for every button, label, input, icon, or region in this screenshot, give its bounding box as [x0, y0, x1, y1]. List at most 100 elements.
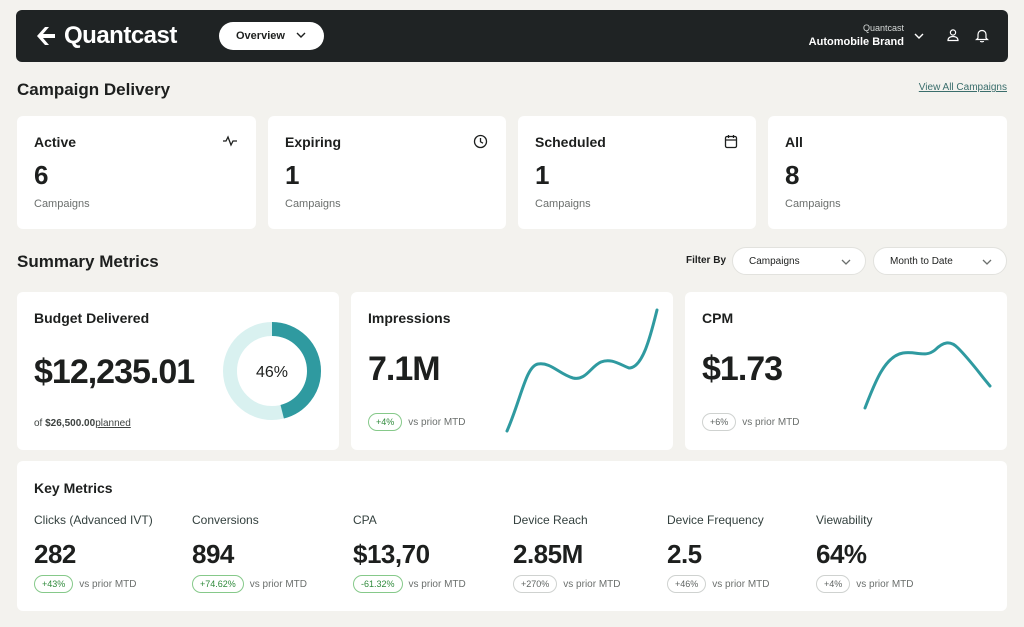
delivery-card-expiring[interactable]: Expiring 1 Campaigns	[268, 116, 506, 229]
ring-percent-label: 46%	[256, 364, 288, 381]
ring-fill	[223, 322, 321, 420]
change-badge: +4%	[368, 413, 403, 431]
delivery-card-title: Scheduled	[535, 134, 606, 150]
delivery-card-all[interactable]: All 8 Campaigns	[768, 116, 1007, 229]
account-brand: Automobile Brand	[808, 36, 904, 48]
activity-icon	[223, 135, 237, 147]
campaign-delivery-title: Campaign Delivery	[17, 80, 171, 99]
campaigns-filter-value: Campaigns	[749, 255, 800, 267]
metric-conversions: Conversions 894 +74.62% vs prior MTD	[192, 513, 307, 593]
filter-by-label: Filter By	[686, 255, 727, 266]
delivery-card-subtitle: Campaigns	[285, 198, 341, 210]
change-badge: +6%	[702, 413, 737, 431]
delivery-card-subtitle: Campaigns	[535, 198, 591, 210]
metric-label: Conversions	[192, 513, 259, 527]
metric-trend: +270% vs prior MTD	[513, 575, 621, 593]
account-chevron-down-icon[interactable]	[914, 32, 924, 40]
period-filter-dropdown[interactable]: Month to Date	[873, 247, 1007, 275]
chevron-down-icon	[296, 32, 306, 38]
metric-value: 64%	[816, 539, 867, 569]
delivery-card-scheduled[interactable]: Scheduled 1 Campaigns	[518, 116, 756, 229]
metric-value: $13,70	[353, 539, 430, 569]
metric-trend: +43% vs prior MTD	[34, 575, 153, 593]
metric-value: 2.5	[667, 539, 702, 569]
vs-prior-label: vs prior MTD	[856, 578, 914, 590]
metric-cpa: CPA $13,70 -61.32% vs prior MTD	[353, 513, 466, 593]
planned-prefix: of	[34, 418, 43, 429]
period-filter-value: Month to Date	[890, 255, 953, 267]
change-badge: +270%	[513, 575, 558, 593]
account-org: Quantcast	[862, 23, 904, 33]
metric-label: Device Reach	[513, 513, 588, 527]
top-navigation-bar: Quantcast Overview Quantcast Automobile …	[16, 10, 1008, 62]
delivery-card-title: All	[785, 134, 803, 150]
account-switcher[interactable]: Quantcast Automobile Brand	[809, 23, 904, 50]
budget-planned-line: of $26,500.00planned	[34, 418, 131, 429]
delivery-card-title: Active	[34, 134, 77, 150]
quantcast-logo-icon	[37, 27, 55, 45]
overview-dropdown-label: Overview	[236, 30, 285, 42]
view-all-campaigns-link[interactable]: View All Campaigns	[918, 82, 1007, 93]
planned-suffix: planned	[95, 418, 131, 429]
planned-amount: $26,500.00	[45, 418, 96, 429]
metric-label: CPA	[353, 513, 377, 527]
impressions-sparkline	[505, 308, 659, 433]
change-badge: +43%	[34, 575, 74, 593]
metric-label: Clicks (Advanced IVT)	[34, 513, 153, 527]
budget-delivered-card: Budget Delivered $12,235.01 of $26,500.0…	[17, 292, 339, 450]
vs-prior-label: vs prior MTD	[563, 578, 621, 590]
cpm-trend: +6% vs prior MTD	[702, 413, 800, 431]
metric-label: Device Frequency	[667, 513, 764, 527]
metric-trend: +4% vs prior MTD	[816, 575, 914, 593]
metric-clicks: Clicks (Advanced IVT) 282 +43% vs prior …	[34, 513, 153, 593]
cpm-trend-line	[863, 341, 992, 410]
change-badge: +74.62%	[192, 575, 244, 593]
metric-trend: +46% vs prior MTD	[667, 575, 770, 593]
impressions-title: Impressions	[368, 310, 451, 326]
delivery-card-count: 1	[285, 160, 300, 190]
vs-prior-label: vs prior MTD	[408, 416, 466, 428]
impressions-trend-line	[505, 308, 659, 433]
overview-dropdown[interactable]: Overview	[219, 22, 324, 50]
budget-delivered-title: Budget Delivered	[34, 310, 150, 326]
metric-device-frequency: Device Frequency 2.5 +46% vs prior MTD	[667, 513, 770, 593]
metric-value: 894	[192, 539, 234, 569]
metric-device-reach: Device Reach 2.85M +270% vs prior MTD	[513, 513, 621, 593]
budget-progress-ring: 46%	[223, 322, 321, 420]
campaigns-filter-dropdown[interactable]: Campaigns	[732, 247, 866, 275]
chevron-down-icon	[841, 259, 851, 265]
vs-prior-label: vs prior MTD	[712, 578, 770, 590]
delivery-card-count: 6	[34, 160, 49, 190]
metric-value: 2.85M	[513, 539, 583, 569]
metric-value: 282	[34, 539, 76, 569]
delivery-card-count: 8	[785, 160, 800, 190]
logo-text: Quantcast	[64, 22, 177, 49]
key-metrics-title: Key Metrics	[34, 480, 113, 496]
vs-prior-label: vs prior MTD	[408, 578, 466, 590]
delivery-card-active[interactable]: Active 6 Campaigns	[17, 116, 256, 229]
chevron-down-icon	[982, 259, 992, 265]
bell-icon[interactable]	[975, 28, 989, 43]
quantcast-logo[interactable]: Quantcast	[34, 22, 177, 50]
cpm-title: CPM	[702, 310, 734, 326]
user-icon[interactable]	[946, 28, 960, 42]
vs-prior-label: vs prior MTD	[742, 416, 800, 428]
metric-label: Viewability	[816, 513, 873, 527]
change-badge: +4%	[816, 575, 851, 593]
budget-delivered-value: $12,235.01	[34, 353, 195, 391]
metric-viewability: Viewability 64% +4% vs prior MTD	[816, 513, 914, 593]
delivery-card-subtitle: Campaigns	[785, 198, 841, 210]
metric-trend: -61.32% vs prior MTD	[353, 575, 466, 593]
summary-metrics-title: Summary Metrics	[17, 252, 159, 271]
delivery-card-title: Expiring	[285, 134, 342, 150]
calendar-icon	[724, 135, 738, 149]
change-badge: +46%	[667, 575, 707, 593]
change-badge: -61.32%	[353, 575, 403, 593]
impressions-value: 7.1M	[368, 350, 441, 388]
metric-trend: +74.62% vs prior MTD	[192, 575, 307, 593]
cpm-sparkline	[863, 341, 992, 410]
impressions-trend: +4% vs prior MTD	[368, 413, 466, 431]
vs-prior-label: vs prior MTD	[249, 578, 308, 590]
clock-icon	[473, 134, 488, 149]
key-metrics-card: Key Metrics Clicks (Advanced IVT) 282 +4…	[17, 461, 1007, 611]
